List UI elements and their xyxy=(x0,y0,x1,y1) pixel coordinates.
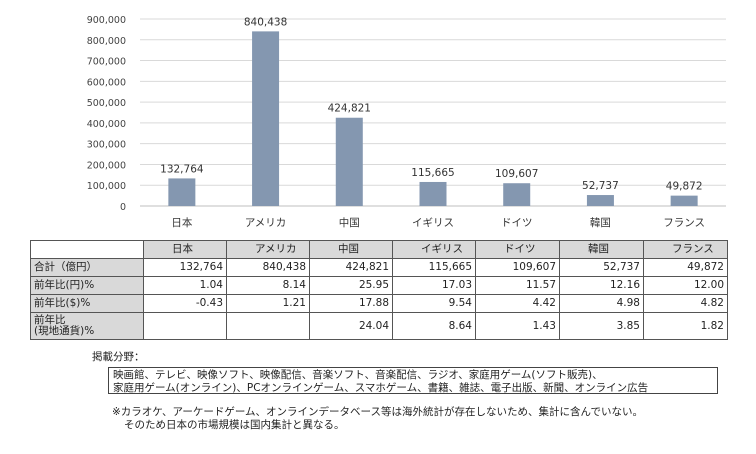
data-table: 日本 アメリカ 中国 イギリス ドイツ 韓国 フランス 合計（億円） 132,7… xyxy=(30,240,728,340)
row-label: 前年比($)% xyxy=(30,294,144,313)
table-row-yoy-usd: 前年比($)% -0.43 1.21 17.88 9.54 4.42 4.98 … xyxy=(30,294,728,313)
footnote: ※カラオケ、アーケードゲーム、オンラインデータベース等は海外統計が存在しないため… xyxy=(112,406,643,432)
column-header: イギリス xyxy=(392,240,476,259)
column-header: ドイツ xyxy=(475,240,560,259)
y-tick-label: 700,000 xyxy=(87,57,126,68)
table-cell: 1.04 xyxy=(143,276,227,295)
y-tick-label: 500,000 xyxy=(87,98,126,109)
y-axis-tick-labels: 0 100,000 200,000 300,000 400,000 500,000 600,… xyxy=(87,15,126,213)
y-tick-label: 300,000 xyxy=(87,140,126,151)
bar xyxy=(252,31,280,207)
bar-data-labels: 132,764 840,438 424,821 115,665 109,607 52,73… xyxy=(160,16,702,192)
table-corner-cell xyxy=(30,240,144,259)
chart-gridlines xyxy=(140,18,726,207)
table-cell: 132,764 xyxy=(143,258,227,277)
table-cell: 12.16 xyxy=(559,276,644,295)
coverage-line: 映画館、テレビ、映像ソフト、映像配信、音楽ソフト、音楽配信、ラジオ、家庭用ゲーム… xyxy=(113,369,603,381)
table-cell: 115,665 xyxy=(392,258,476,277)
y-tick-label: 100,000 xyxy=(87,181,126,192)
data-label: 109,607 xyxy=(495,168,538,180)
y-tick-label: 800,000 xyxy=(87,36,126,47)
chart-bars xyxy=(168,31,698,207)
bar xyxy=(335,117,363,206)
x-tick-label: 日本 xyxy=(171,216,192,229)
table-cell: -0.43 xyxy=(143,294,227,313)
table-cell xyxy=(226,312,310,340)
table-cell: 4.82 xyxy=(643,294,728,313)
table-cell: 8.64 xyxy=(392,312,476,340)
row-label-line1: 前年比 xyxy=(34,314,66,326)
table-row-total: 合計（億円） 132,764 840,438 424,821 115,665 1… xyxy=(30,258,728,277)
table-cell: 25.95 xyxy=(309,276,393,295)
bar xyxy=(586,195,614,206)
y-tick-label: 200,000 xyxy=(87,160,126,171)
table-cell: 109,607 xyxy=(475,258,560,277)
table-cell: 1.82 xyxy=(643,312,728,340)
table-cell: 52,737 xyxy=(559,258,644,277)
coverage-box: 映画館、テレビ、映像ソフト、映像配信、音楽ソフト、音楽配信、ラジオ、家庭用ゲーム… xyxy=(108,367,718,394)
table-cell: 24.04 xyxy=(309,312,393,340)
row-label-line2: (現地通貨)% xyxy=(34,325,95,337)
table-cell: 424,821 xyxy=(309,258,393,277)
x-tick-label: フランス xyxy=(663,217,705,229)
table-cell: 17.03 xyxy=(392,276,476,295)
x-tick-label: 中国 xyxy=(339,216,360,229)
data-label: 49,872 xyxy=(666,181,703,193)
table-cell: 1.43 xyxy=(475,312,560,340)
table-header-row: 日本 アメリカ 中国 イギリス ドイツ 韓国 フランス xyxy=(30,240,728,259)
bar xyxy=(503,183,531,206)
x-tick-label: アメリカ xyxy=(245,217,286,229)
row-label: 合計（億円） xyxy=(30,258,144,277)
data-label: 52,737 xyxy=(582,180,619,192)
table-cell: 3.85 xyxy=(559,312,644,340)
bar xyxy=(419,181,447,206)
y-tick-label: 600,000 xyxy=(87,77,126,88)
table-cell: 4.42 xyxy=(475,294,560,313)
bar xyxy=(168,178,196,206)
table-cell: 11.57 xyxy=(475,276,560,295)
coverage-title: 掲載分野： xyxy=(92,351,145,363)
bar xyxy=(670,195,698,206)
table-cell: 17.88 xyxy=(309,294,393,313)
y-tick-label: 0 xyxy=(120,202,126,213)
x-tick-label: イギリス xyxy=(412,217,454,229)
data-label: 132,764 xyxy=(160,163,204,175)
row-label: 前年比 (現地通貨)% xyxy=(30,312,144,340)
table-cell: 8.14 xyxy=(226,276,310,295)
column-header: 中国 xyxy=(309,240,393,259)
table-cell: 49,872 xyxy=(643,258,728,277)
column-header: アメリカ xyxy=(226,240,310,259)
column-header: 日本 xyxy=(143,240,227,259)
column-header: フランス xyxy=(643,240,728,259)
footnote-line: ※カラオケ、アーケードゲーム、オンラインデータベース等は海外統計が存在しないため… xyxy=(112,406,643,418)
table-cell xyxy=(143,312,227,340)
table-cell: 4.98 xyxy=(559,294,644,313)
table-row-yoy-local: 前年比 (現地通貨)% 24.04 8.64 1.43 3.85 1.82 xyxy=(30,312,728,340)
column-header: 韓国 xyxy=(559,240,644,259)
coverage-line: 家庭用ゲーム(オンライン)、PCオンラインゲーム、スマホゲーム、書籍、雑誌、電子… xyxy=(113,382,649,394)
x-axis-category-labels: 日本 アメリカ 中国 イギリス ドイツ 韓国 フランス xyxy=(171,216,705,229)
data-label: 424,821 xyxy=(328,103,371,115)
table-cell: 12.00 xyxy=(643,276,728,295)
table-row-yoy-yen: 前年比(円)% 1.04 8.14 25.95 17.03 11.57 12.1… xyxy=(30,276,728,295)
table-cell: 840,438 xyxy=(226,258,310,277)
y-tick-label: 900,000 xyxy=(87,15,126,26)
footnote-line: そのため日本の市場規模は国内集計と異なる。 xyxy=(124,419,345,431)
table-cell: 9.54 xyxy=(392,294,476,313)
bar-chart: 0 100,000 200,000 300,000 400,000 500,000 600,… xyxy=(87,15,726,229)
table-cell: 1.21 xyxy=(226,294,310,313)
y-tick-label: 400,000 xyxy=(87,119,126,130)
data-label: 115,665 xyxy=(411,167,454,179)
data-label: 840,438 xyxy=(244,16,287,28)
x-tick-label: 韓国 xyxy=(590,217,611,229)
x-tick-label: ドイツ xyxy=(501,217,533,229)
row-label: 前年比(円)% xyxy=(30,276,144,295)
